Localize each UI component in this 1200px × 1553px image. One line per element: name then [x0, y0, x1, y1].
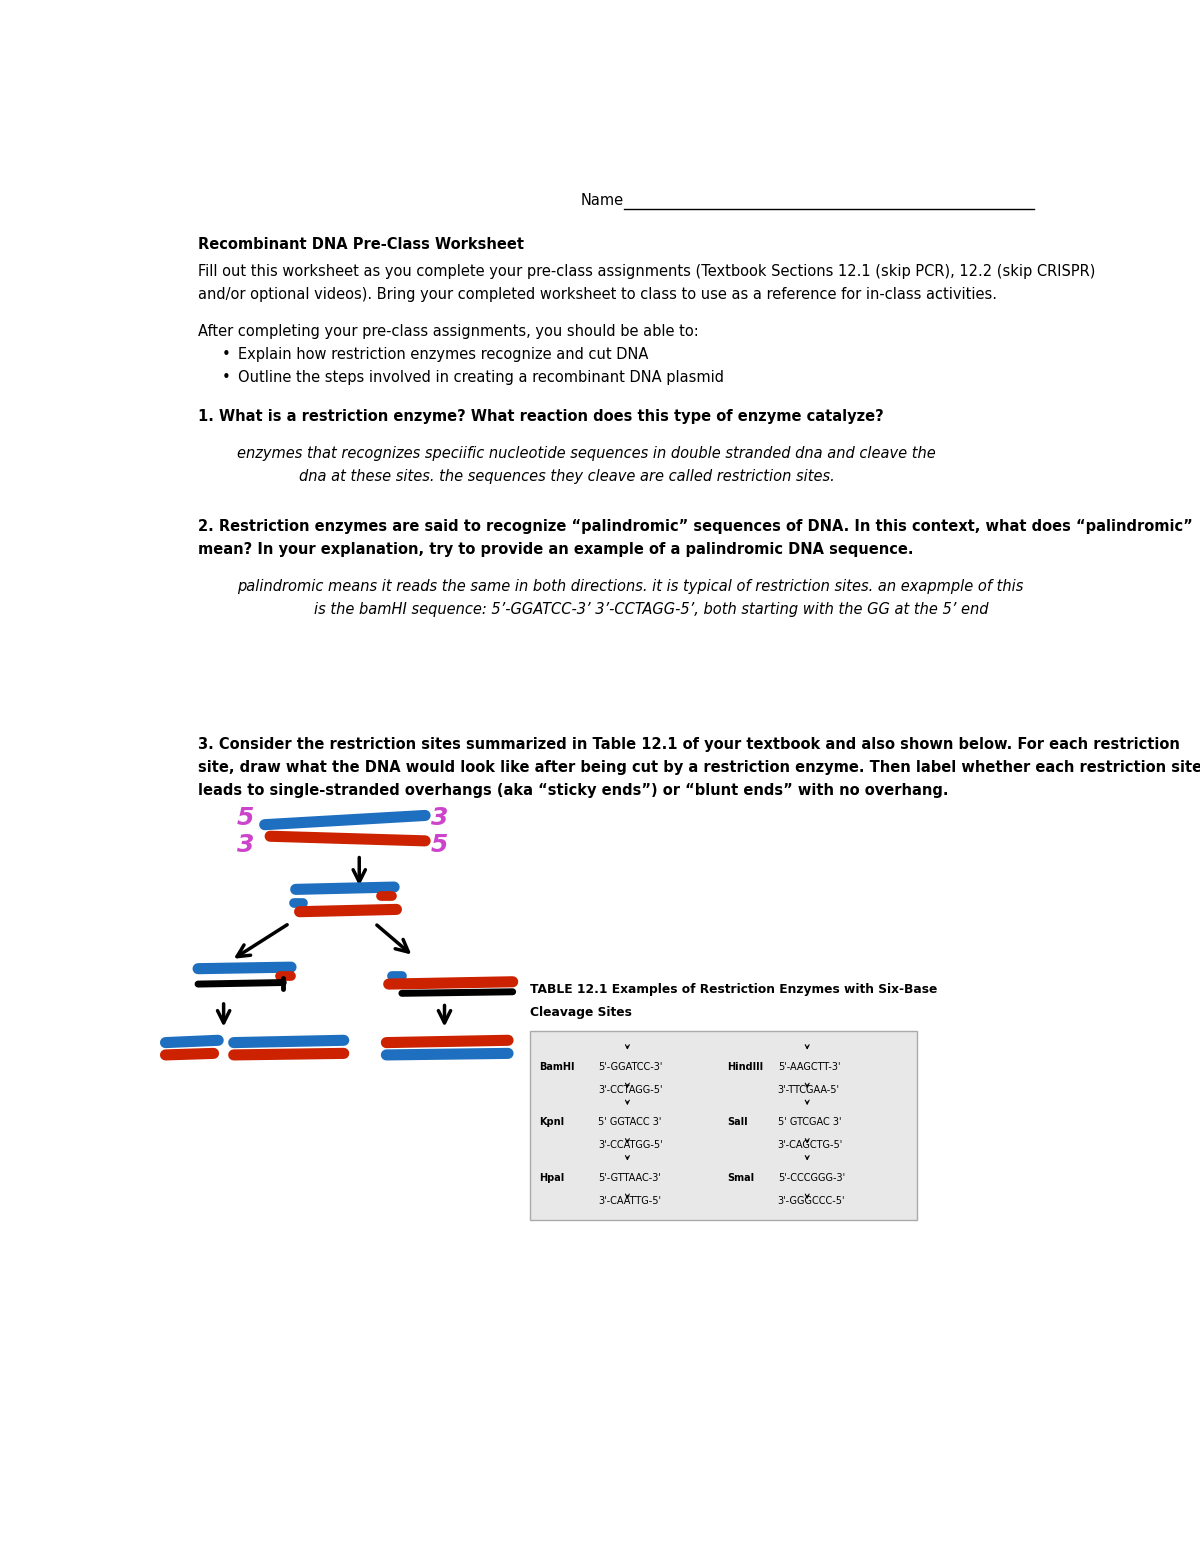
Text: BamHI: BamHI	[539, 1062, 575, 1072]
Text: is the bamHI sequence: 5’-GGATCC-3’ 3’-CCTAGG-5’, both starting with the GG at t: is the bamHI sequence: 5’-GGATCC-3’ 3’-C…	[314, 603, 989, 617]
Text: 3'-GGGCCC-5': 3'-GGGCCC-5'	[778, 1196, 845, 1205]
Text: 5'-AAGCTT-3': 5'-AAGCTT-3'	[778, 1062, 840, 1072]
Text: leads to single-stranded overhangs (aka “sticky ends”) or “blunt ends” with no o: leads to single-stranded overhangs (aka …	[198, 783, 948, 798]
Bar	[529, 1031, 917, 1219]
Text: 3'-CCTAGG-5': 3'-CCTAGG-5'	[598, 1086, 662, 1095]
Text: •: •	[221, 370, 230, 385]
Text: HindIII: HindIII	[727, 1062, 763, 1072]
Text: Recombinant DNA Pre-Class Worksheet: Recombinant DNA Pre-Class Worksheet	[198, 238, 524, 252]
Text: 2. Restriction enzymes are said to recognize “palindromic” sequences of DNA. In : 2. Restriction enzymes are said to recog…	[198, 519, 1193, 534]
Text: 5' GGTACC 3': 5' GGTACC 3'	[598, 1117, 661, 1127]
Text: 5'-GTTAAC-3': 5'-GTTAAC-3'	[598, 1173, 661, 1183]
Text: 3'-CAGCTG-5': 3'-CAGCTG-5'	[778, 1140, 844, 1151]
Text: SmaI: SmaI	[727, 1173, 755, 1183]
Text: 1. What is a restriction enzyme? What reaction does this type of enzyme catalyze: 1. What is a restriction enzyme? What re…	[198, 408, 883, 424]
Text: 3'-TTCGAA-5': 3'-TTCGAA-5'	[778, 1086, 840, 1095]
Text: dna at these sites. the sequences they cleave are called restriction sites.: dna at these sites. the sequences they c…	[299, 469, 834, 485]
Text: Name: Name	[580, 193, 623, 208]
Text: KpnI: KpnI	[539, 1117, 564, 1127]
Text: Fill out this worksheet as you complete your pre-class assignments (Textbook Sec: Fill out this worksheet as you complete …	[198, 264, 1096, 280]
Text: 3: 3	[431, 806, 448, 829]
Text: enzymes that recognizes speciific nucleotide sequences in double stranded dna an: enzymes that recognizes speciific nucleo…	[236, 446, 936, 461]
Text: 3. Consider the restriction sites summarized in Table 12.1 of your textbook and : 3. Consider the restriction sites summar…	[198, 738, 1180, 752]
Text: 3'-CCATGG-5': 3'-CCATGG-5'	[598, 1140, 662, 1151]
Text: After completing your pre-class assignments, you should be able to:: After completing your pre-class assignme…	[198, 325, 698, 339]
Text: HpaI: HpaI	[539, 1173, 564, 1183]
Text: site, draw what the DNA would look like after being cut by a restriction enzyme.: site, draw what the DNA would look like …	[198, 759, 1200, 775]
Text: SalI: SalI	[727, 1117, 748, 1127]
Text: TABLE 12.1 Examples of Restriction Enzymes with Six-Base: TABLE 12.1 Examples of Restriction Enzym…	[529, 983, 937, 997]
Text: palindromic means it reads the same in both directions. it is typical of restric: palindromic means it reads the same in b…	[236, 579, 1024, 595]
Text: Outline the steps involved in creating a recombinant DNA plasmid: Outline the steps involved in creating a…	[239, 370, 725, 385]
Text: and/or optional videos). Bring your completed worksheet to class to use as a ref: and/or optional videos). Bring your comp…	[198, 287, 997, 303]
Text: Explain how restriction enzymes recognize and cut DNA: Explain how restriction enzymes recogniz…	[239, 348, 649, 362]
Text: 5: 5	[236, 806, 254, 829]
Text: mean? In your explanation, try to provide an example of a palindromic DNA sequen: mean? In your explanation, try to provid…	[198, 542, 913, 558]
Text: 3: 3	[236, 832, 254, 857]
Text: 5: 5	[431, 832, 448, 857]
Text: 5'-GGATCC-3': 5'-GGATCC-3'	[598, 1062, 662, 1072]
Text: 5'-CCCGGG-3': 5'-CCCGGG-3'	[778, 1173, 845, 1183]
Text: •: •	[221, 348, 230, 362]
Text: 3'-CAATTG-5': 3'-CAATTG-5'	[598, 1196, 661, 1205]
Text: Cleavage Sites: Cleavage Sites	[529, 1006, 631, 1019]
Text: 5' GTCGAC 3': 5' GTCGAC 3'	[778, 1117, 841, 1127]
